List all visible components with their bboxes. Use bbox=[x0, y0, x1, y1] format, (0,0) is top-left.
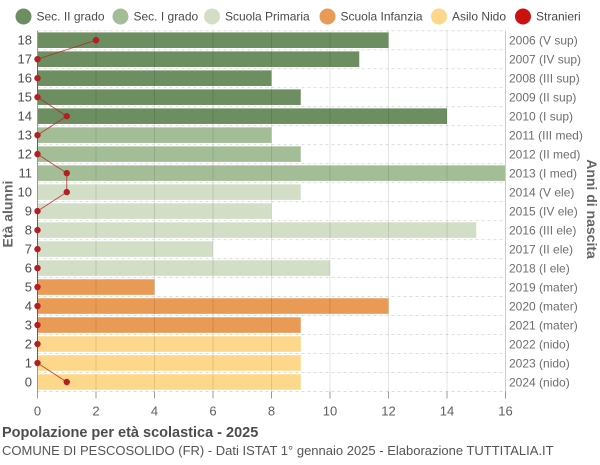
svg-text:2: 2 bbox=[25, 337, 32, 352]
svg-text:2020 (mater): 2020 (mater) bbox=[509, 300, 578, 314]
svg-text:Anni di nascita: Anni di nascita bbox=[584, 159, 600, 259]
svg-text:8: 8 bbox=[268, 404, 275, 419]
svg-text:2016 (III ele): 2016 (III ele) bbox=[509, 224, 576, 238]
svg-text:0: 0 bbox=[25, 375, 32, 390]
svg-text:9: 9 bbox=[25, 204, 32, 219]
svg-text:5: 5 bbox=[25, 280, 32, 295]
svg-text:2012 (II med): 2012 (II med) bbox=[509, 148, 580, 162]
svg-text:Popolazione per età scolastica: Popolazione per età scolastica - 2025 bbox=[2, 425, 258, 441]
svg-text:15: 15 bbox=[18, 90, 32, 105]
svg-text:2013 (I med): 2013 (I med) bbox=[509, 167, 577, 181]
svg-text:Stranieri: Stranieri bbox=[536, 10, 581, 24]
svg-text:6: 6 bbox=[209, 404, 216, 419]
svg-text:11: 11 bbox=[19, 166, 33, 181]
svg-text:2023 (nido): 2023 (nido) bbox=[509, 357, 570, 371]
svg-text:2017 (II ele): 2017 (II ele) bbox=[509, 243, 573, 257]
svg-text:Sec. I grado: Sec. I grado bbox=[134, 10, 199, 24]
svg-text:2018 (I ele): 2018 (I ele) bbox=[509, 262, 570, 276]
svg-text:10: 10 bbox=[323, 404, 337, 419]
svg-text:Scuola Primaria: Scuola Primaria bbox=[225, 10, 310, 24]
svg-text:2008 (III sup): 2008 (III sup) bbox=[509, 72, 580, 86]
svg-text:7: 7 bbox=[25, 242, 32, 257]
svg-text:10: 10 bbox=[18, 185, 32, 200]
svg-text:16: 16 bbox=[18, 71, 32, 86]
svg-text:4: 4 bbox=[151, 404, 158, 419]
svg-text:2: 2 bbox=[92, 404, 99, 419]
svg-text:Scuola Infanzia: Scuola Infanzia bbox=[341, 10, 423, 24]
svg-text:6: 6 bbox=[25, 261, 32, 276]
svg-text:2014 (V ele): 2014 (V ele) bbox=[509, 186, 574, 200]
svg-text:12: 12 bbox=[381, 404, 395, 419]
svg-text:Età alunni: Età alunni bbox=[0, 181, 15, 248]
svg-text:14: 14 bbox=[440, 404, 454, 419]
svg-text:17: 17 bbox=[18, 52, 32, 67]
svg-text:0: 0 bbox=[34, 404, 41, 419]
svg-text:Asilo Nido: Asilo Nido bbox=[452, 10, 506, 24]
svg-text:2019 (mater): 2019 (mater) bbox=[509, 281, 578, 295]
svg-text:18: 18 bbox=[18, 33, 32, 48]
svg-text:13: 13 bbox=[18, 128, 32, 143]
svg-text:16: 16 bbox=[498, 404, 512, 419]
svg-text:2010 (I sup): 2010 (I sup) bbox=[509, 110, 573, 124]
svg-text:2011 (III med): 2011 (III med) bbox=[509, 129, 583, 143]
svg-text:2022 (nido): 2022 (nido) bbox=[509, 338, 570, 352]
svg-text:8: 8 bbox=[25, 223, 32, 238]
svg-text:COMUNE DI PESCOSOLIDO (FR) - D: COMUNE DI PESCOSOLIDO (FR) - Dati ISTAT … bbox=[2, 443, 554, 458]
svg-text:2024 (nido): 2024 (nido) bbox=[509, 376, 570, 390]
svg-text:Sec. II grado: Sec. II grado bbox=[37, 10, 105, 24]
svg-text:2006 (V sup): 2006 (V sup) bbox=[509, 34, 578, 48]
svg-text:2007 (IV sup): 2007 (IV sup) bbox=[509, 53, 581, 67]
svg-text:2015 (IV ele): 2015 (IV ele) bbox=[509, 205, 578, 219]
svg-text:2021 (mater): 2021 (mater) bbox=[509, 319, 578, 333]
svg-text:1: 1 bbox=[25, 356, 32, 371]
svg-text:4: 4 bbox=[25, 299, 32, 314]
svg-text:14: 14 bbox=[18, 109, 32, 124]
svg-text:12: 12 bbox=[18, 147, 32, 162]
svg-text:3: 3 bbox=[25, 318, 32, 333]
svg-text:2009 (II sup): 2009 (II sup) bbox=[509, 91, 576, 105]
